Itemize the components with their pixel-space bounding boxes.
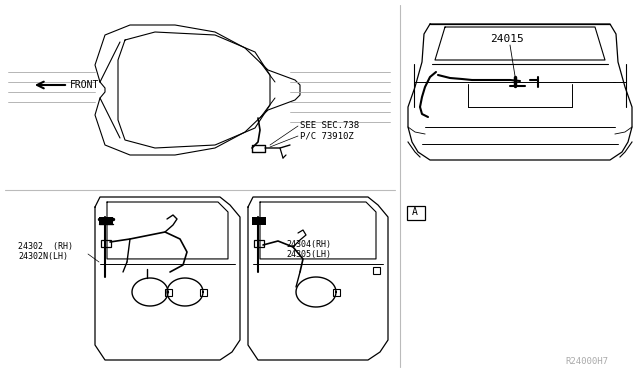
Bar — [99, 217, 113, 225]
Text: 24302N(LH): 24302N(LH) — [18, 252, 68, 261]
Text: SEE SEC.738: SEE SEC.738 — [300, 121, 359, 129]
Text: P/C 73910Z: P/C 73910Z — [300, 131, 354, 141]
Bar — [333, 289, 340, 296]
Bar — [254, 240, 264, 247]
Bar — [407, 206, 425, 220]
Text: 24302  (RH): 24302 (RH) — [18, 242, 73, 251]
Bar — [373, 267, 380, 274]
Bar — [101, 240, 111, 247]
Text: FRONT: FRONT — [70, 80, 99, 90]
Bar — [200, 289, 207, 296]
Text: 24015: 24015 — [490, 34, 524, 44]
Bar — [252, 217, 266, 225]
Text: 24304(RH): 24304(RH) — [286, 240, 331, 249]
Bar — [165, 289, 172, 296]
Text: R24000H7: R24000H7 — [565, 357, 608, 366]
Text: 24305(LH): 24305(LH) — [286, 250, 331, 259]
Text: A: A — [412, 207, 417, 217]
